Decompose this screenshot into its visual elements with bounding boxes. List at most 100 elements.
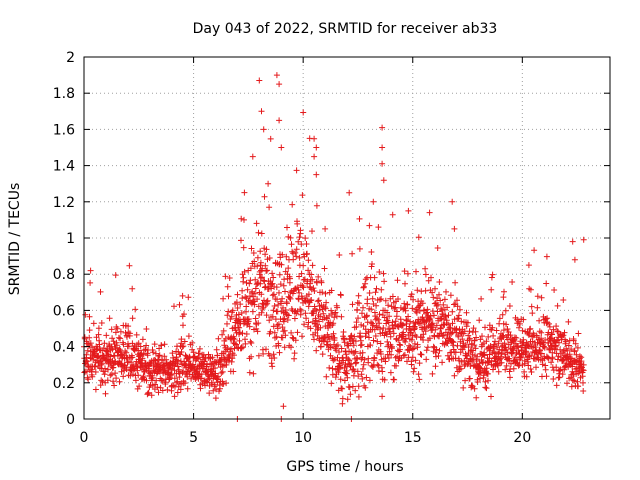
data-point [438, 305, 444, 312]
data-point [230, 368, 237, 375]
data-point [538, 335, 545, 342]
data-point [452, 279, 459, 286]
data-point [411, 365, 418, 372]
data-point [495, 340, 502, 347]
data-point [463, 309, 470, 316]
data-point [109, 346, 116, 353]
data-point [248, 353, 255, 360]
data-point [560, 297, 567, 303]
data-point [309, 228, 315, 235]
data-point [254, 254, 261, 261]
data-point [258, 108, 265, 115]
data-point [349, 250, 356, 257]
data-point [280, 328, 287, 335]
data-point [81, 334, 88, 341]
data-point [109, 335, 116, 342]
data-point [411, 325, 418, 332]
data-point [281, 327, 288, 334]
data-point [294, 220, 301, 227]
data-point [356, 215, 363, 222]
data-point [295, 238, 302, 245]
data-point [111, 382, 118, 389]
data-point [397, 342, 404, 349]
data-point [110, 338, 117, 345]
data-point [427, 313, 434, 319]
data-point [439, 332, 446, 339]
data-point [513, 334, 520, 341]
x-tick-label: 5 [189, 430, 198, 446]
data-point [305, 291, 312, 298]
data-point [215, 335, 222, 342]
data-point [262, 251, 269, 258]
data-point [328, 307, 335, 314]
data-point [112, 272, 119, 279]
data-point [360, 361, 367, 368]
data-point [286, 294, 293, 301]
data-point [369, 261, 375, 267]
data-point [112, 329, 119, 336]
data-point [386, 348, 393, 355]
data-point [198, 375, 205, 382]
data-point [464, 353, 471, 359]
data-point [449, 320, 456, 327]
data-point [426, 335, 433, 342]
data-point [266, 317, 273, 324]
data-point [391, 305, 398, 312]
data-point [445, 321, 452, 328]
data-point [431, 312, 437, 319]
data-point [139, 336, 146, 343]
data-point [273, 72, 280, 79]
data-point [237, 301, 244, 308]
data-point [309, 262, 316, 269]
data-point [258, 230, 265, 237]
data-point [422, 328, 429, 335]
data-point [307, 325, 314, 332]
data-point [132, 306, 139, 313]
data-point [490, 366, 496, 373]
data-point [437, 297, 444, 304]
data-point [212, 365, 218, 371]
data-point [181, 311, 187, 318]
data-point [572, 340, 579, 347]
data-point [444, 304, 451, 311]
data-point [220, 295, 227, 302]
data-point [234, 291, 241, 298]
data-point [341, 339, 348, 346]
data-point [466, 328, 473, 335]
data-point [246, 323, 253, 330]
tick-marks [83, 56, 610, 420]
data-point [565, 318, 572, 325]
data-point [180, 322, 186, 329]
data-point [271, 303, 278, 309]
data-point [255, 303, 262, 310]
data-point [359, 365, 366, 372]
data-point [156, 352, 163, 359]
data-point [159, 387, 166, 394]
data-point [384, 309, 391, 316]
data-point [471, 385, 478, 392]
data-point [260, 350, 267, 357]
data-point [120, 373, 127, 380]
data-point [225, 293, 232, 300]
data-point [279, 251, 286, 258]
data-point [339, 385, 346, 392]
data-point [546, 323, 553, 330]
data-point [573, 351, 580, 358]
data-point [376, 269, 383, 275]
data-point [196, 350, 203, 357]
data-point [209, 354, 216, 361]
data-point [322, 305, 329, 312]
data-point [574, 344, 581, 351]
data-point [423, 347, 430, 354]
data-point [319, 289, 326, 296]
data-point [473, 334, 480, 341]
data-point [401, 351, 408, 358]
data-point [536, 328, 543, 335]
data-point [337, 364, 344, 371]
data-point [474, 353, 481, 360]
data-point [476, 360, 483, 367]
data-point [197, 385, 204, 392]
data-point [434, 245, 441, 251]
data-point [507, 332, 514, 339]
